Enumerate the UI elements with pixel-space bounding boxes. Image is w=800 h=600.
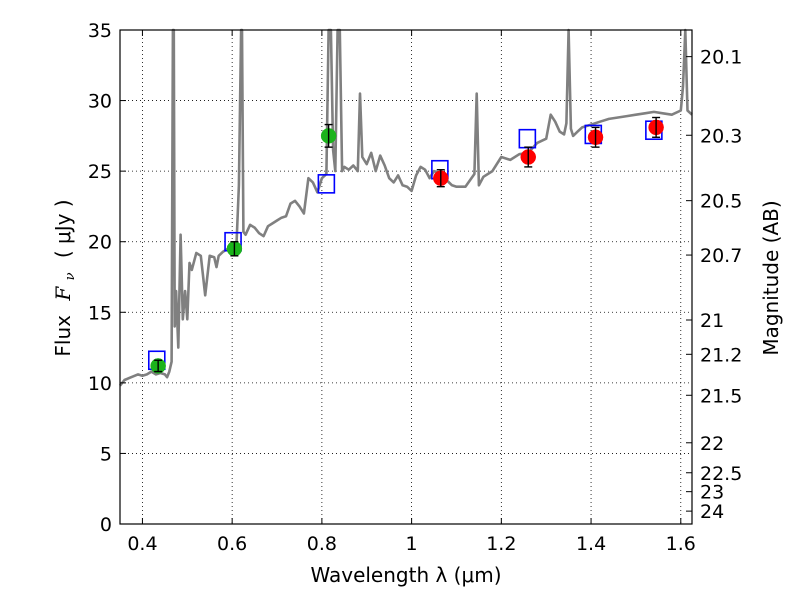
svg-text:Flux F ν ( μ: Flux F ν ( μJy ) [51, 199, 79, 356]
right-tick-label: 24 [700, 501, 724, 523]
y-axis-label-left-symbol: F [51, 286, 75, 302]
right-tick-label: 20.7 [700, 245, 742, 267]
x-tick-label: 1.2 [486, 533, 516, 555]
photometry-points [147, 116, 664, 374]
x-tick-label: 1.4 [576, 533, 606, 555]
y-axis-label-right: Magnitude (AB) [759, 200, 783, 355]
x-tick-label: 0.6 [217, 533, 247, 555]
right-tick-label: 20.5 [700, 191, 742, 213]
y-tick-label: 35 [88, 20, 112, 42]
grid-lines [120, 29, 692, 525]
x-tick-label: 1 [406, 533, 418, 555]
x-tick-label: 0.4 [127, 533, 157, 555]
y-tick-label: 5 [100, 443, 112, 465]
y-tick-label: 25 [88, 161, 112, 183]
y-tick-label: 15 [88, 302, 112, 324]
right-tick-label: 21.2 [700, 344, 742, 366]
x-tick-label: 1.6 [666, 533, 696, 555]
model-box-marker [317, 174, 336, 194]
right-tick-label: 22.5 [700, 463, 742, 485]
spectrum-line [118, 28, 693, 387]
right-tick-label: 23 [700, 482, 724, 504]
right-tick-label: 21.5 [700, 385, 742, 407]
y-axis-label-left-text: Flux [51, 315, 75, 357]
y-tick-label: 0 [100, 514, 112, 536]
spectrum-series [118, 28, 693, 387]
model-box-marker [518, 128, 537, 149]
y-tick-label: 30 [88, 91, 112, 113]
x-axis-label: Wavelength λ (μm) [310, 563, 501, 587]
axis-ticks: 0.4 0.6 0.8 1 1.2 1.4 1.6 0 5 10 15 20 25 30 35 20.1 20.… [88, 20, 743, 555]
plot-frame [119, 29, 693, 525]
y-axis-label-left-units: ( μJy ) [51, 199, 75, 258]
right-tick-label: 20.3 [700, 125, 742, 147]
x-tick-label: 0.8 [307, 533, 337, 555]
right-tick-label: 22 [700, 433, 724, 455]
y-tick-label: 20 [88, 232, 112, 254]
right-tick-label: 20.1 [700, 47, 742, 69]
y-axis-label-left: Flux F ν ( μJy ) [51, 199, 79, 356]
y-axis-label-left-subscript: ν [63, 272, 78, 280]
right-tick-label: 21 [700, 310, 724, 332]
y-tick-label: 10 [88, 373, 112, 395]
